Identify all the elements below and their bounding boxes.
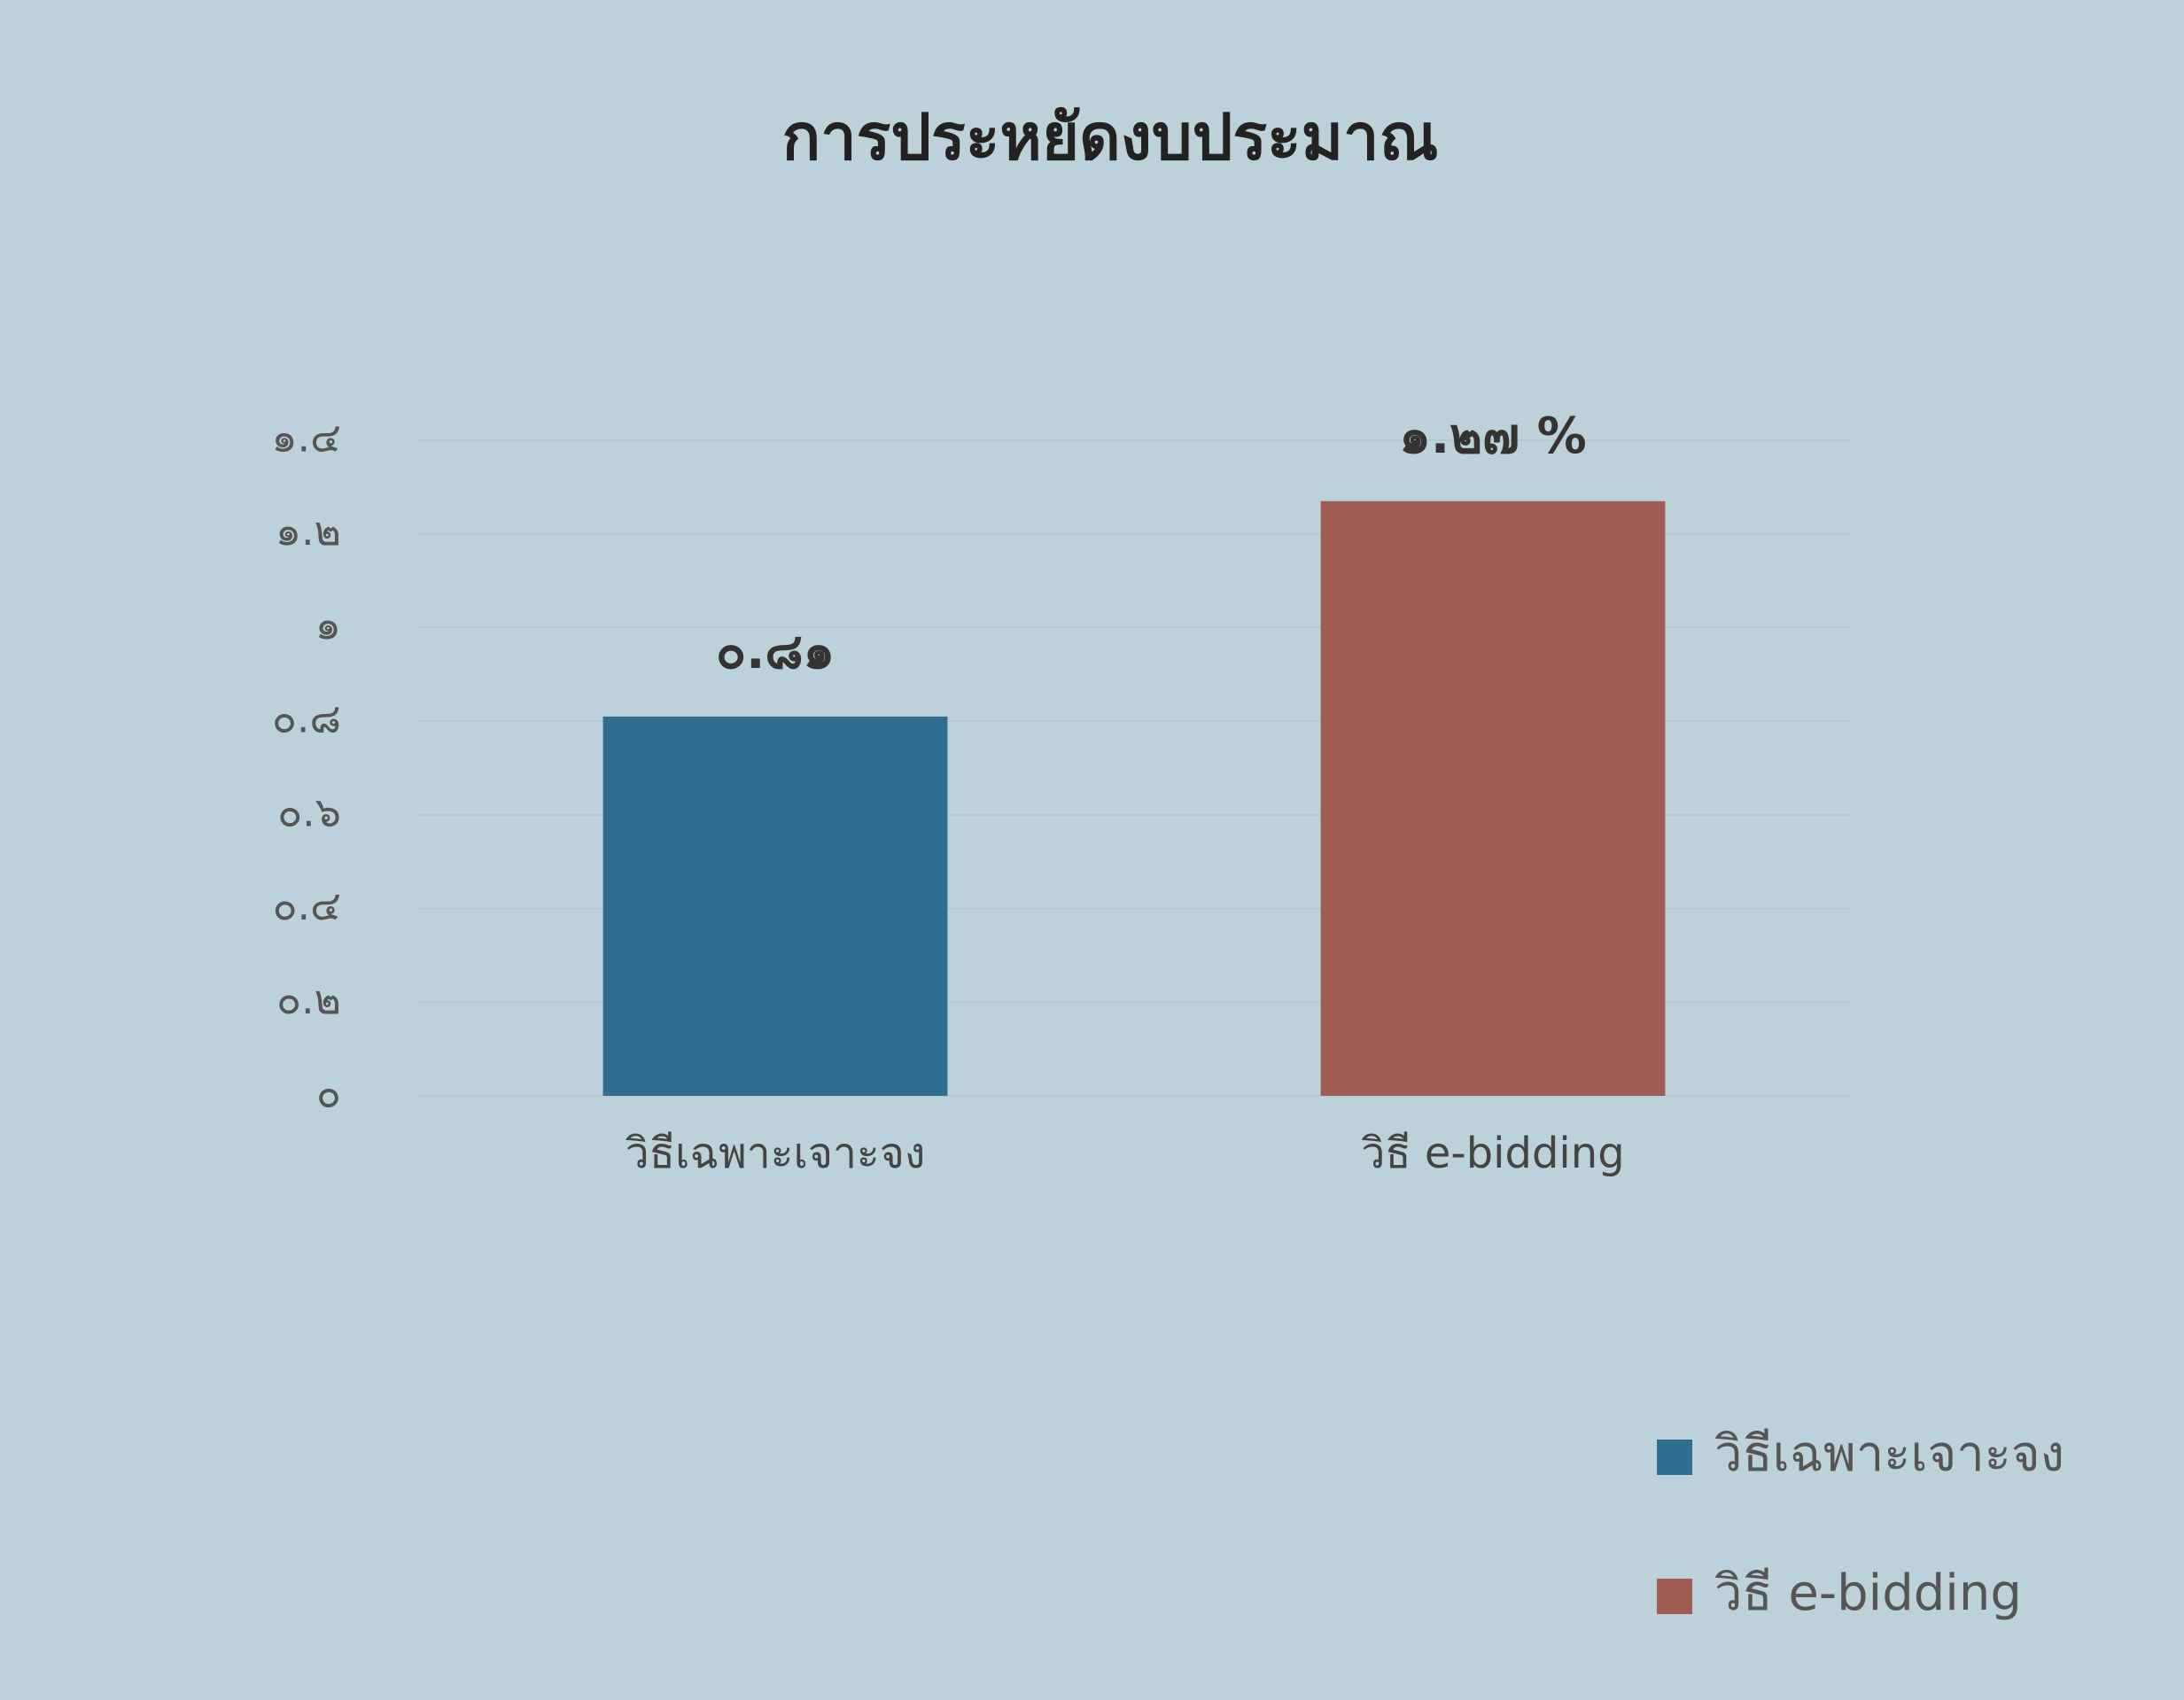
y-tick-label: ๐.๘: [272, 695, 341, 742]
y-tick-label: ๑: [315, 601, 341, 648]
y-tick-label: ๐.๔: [272, 881, 341, 929]
chart-title: การประหยัดงบประมาณ: [782, 100, 1439, 175]
x-tick-label: วิธีเฉพาะเจาะจง: [626, 1129, 926, 1178]
x-tick-label: วิธี e-bidding: [1361, 1129, 1624, 1178]
bar: [602, 716, 948, 1096]
y-tick-label: ๐: [316, 1069, 341, 1117]
y-tick-label: ๐.๒: [276, 975, 341, 1023]
y-tick-label: ๐.๖: [277, 788, 341, 835]
bar: [1320, 501, 1666, 1096]
legend-label: วิธีเฉพาะเจาะจง: [1714, 1425, 2064, 1483]
legend-label: วิธี e-bidding: [1714, 1564, 2022, 1622]
legend-swatch: [1657, 1440, 1692, 1475]
y-tick-label: ๑.๒: [276, 507, 341, 555]
value-label: ๑.๒๗ %: [1399, 408, 1586, 465]
y-tick-label: ๑.๔: [271, 414, 341, 462]
value-label: ๐.๘๑: [716, 623, 835, 680]
legend-swatch: [1657, 1579, 1692, 1614]
